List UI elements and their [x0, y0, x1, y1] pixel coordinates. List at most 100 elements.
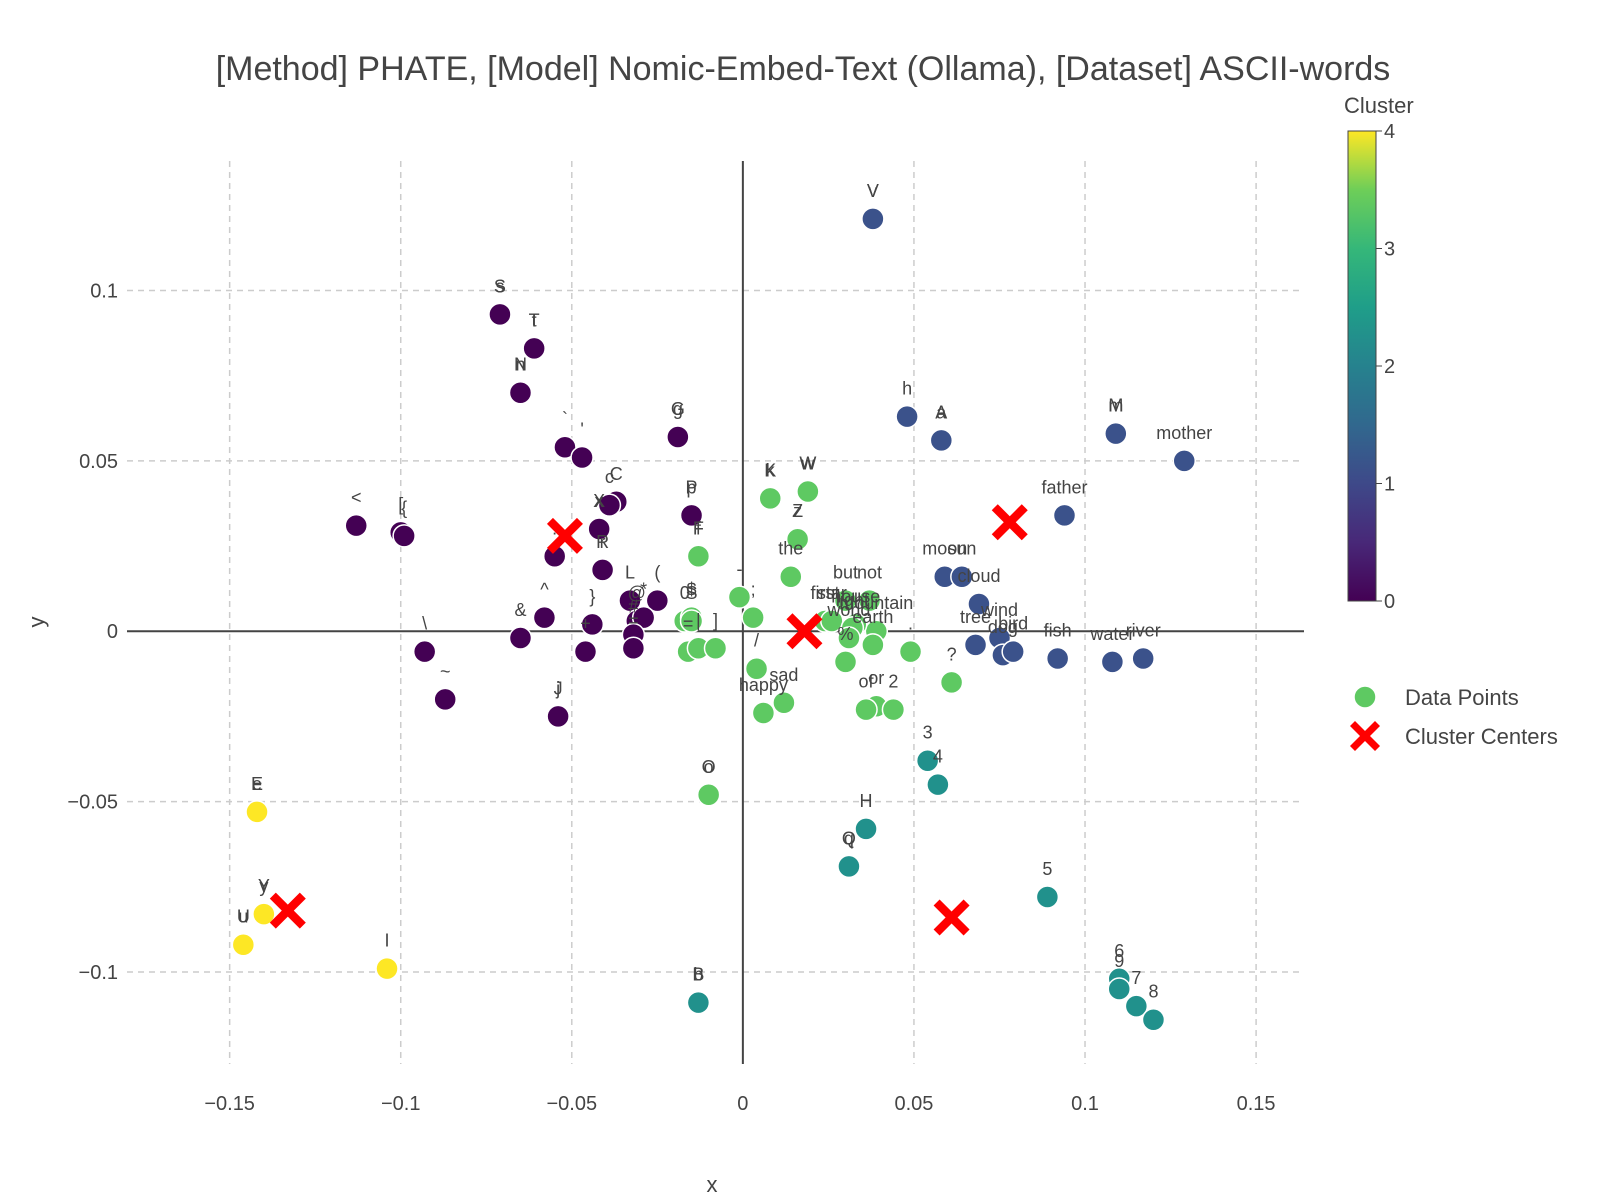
- data-point[interactable]: [1104, 421, 1128, 446]
- data-point[interactable]: [645, 588, 670, 613]
- point-label: *: [640, 580, 647, 600]
- data-point[interactable]: [926, 772, 950, 797]
- data-point[interactable]: [580, 612, 605, 637]
- data-point[interactable]: [1172, 449, 1196, 473]
- data-point[interactable]: [837, 854, 861, 879]
- data-point[interactable]: [679, 609, 704, 633]
- data-point[interactable]: [546, 704, 570, 729]
- data-point[interactable]: [508, 626, 533, 650]
- x-tick-labels: −0.15 −0.1 −0.05 0 0.05 0.1 0.15: [204, 1093, 1275, 1115]
- data-point[interactable]: [950, 564, 974, 589]
- point-label: e: [252, 774, 262, 794]
- data-point[interactable]: [231, 932, 256, 957]
- cluster-centers: [269, 504, 1028, 936]
- data-point[interactable]: [741, 605, 765, 630]
- data-point[interactable]: [631, 605, 656, 630]
- point-label: ^: [540, 580, 549, 600]
- data-point[interactable]: [963, 633, 988, 657]
- data-point[interactable]: [679, 503, 704, 528]
- data-point[interactable]: [833, 650, 858, 674]
- data-point[interactable]: [833, 588, 858, 613]
- data-point[interactable]: [666, 425, 690, 449]
- data-point[interactable]: [686, 544, 711, 569]
- cluster-center-marker[interactable]: [786, 613, 823, 650]
- data-point[interactable]: [772, 691, 796, 715]
- data-point[interactable]: [861, 207, 885, 231]
- data-point[interactable]: [837, 626, 861, 650]
- legend-item-cluster-centers[interactable]: Cluster Centers: [1350, 721, 1558, 751]
- data-point[interactable]: [245, 800, 269, 824]
- point-label: Z: [792, 501, 803, 521]
- data-point[interactable]: [881, 697, 906, 722]
- colorbar-tick-label: 3: [1384, 239, 1395, 261]
- x-axis-title: x: [707, 1172, 718, 1197]
- data-point[interactable]: [508, 380, 533, 405]
- data-point[interactable]: [375, 956, 399, 981]
- data-point[interactable]: [621, 636, 646, 661]
- point-label: u: [238, 907, 248, 927]
- data-point[interactable]: [597, 493, 622, 517]
- data-point[interactable]: [433, 687, 457, 712]
- data-point[interactable]: [590, 558, 615, 582]
- data-point[interactable]: [553, 435, 577, 459]
- point-label: tree: [960, 607, 991, 627]
- data-point[interactable]: [573, 639, 598, 664]
- data-point[interactable]: [696, 783, 721, 807]
- data-point[interactable]: [779, 564, 803, 589]
- cluster-center-marker[interactable]: [269, 892, 306, 929]
- data-point[interactable]: [392, 524, 416, 548]
- legend-item-data-points[interactable]: Data Points: [1353, 685, 1519, 710]
- data-point[interactable]: [1107, 977, 1131, 1001]
- data-point[interactable]: [929, 428, 954, 453]
- data-point[interactable]: [751, 701, 776, 725]
- point-label: =: [628, 610, 639, 630]
- data-point[interactable]: [412, 639, 437, 664]
- data-point[interactable]: [796, 479, 820, 504]
- data-point[interactable]: [1001, 639, 1025, 664]
- data-point[interactable]: [939, 670, 964, 695]
- point-label: O: [702, 757, 716, 777]
- data-point[interactable]: [1052, 503, 1077, 528]
- point-label: W: [799, 454, 816, 474]
- point-label: 6: [1114, 941, 1124, 961]
- data-point[interactable]: [587, 517, 611, 541]
- cluster-center-marker[interactable]: [546, 517, 583, 554]
- data-point[interactable]: [915, 748, 940, 773]
- data-point[interactable]: [703, 636, 728, 661]
- data-point[interactable]: [967, 592, 991, 616]
- point-label: 4: [933, 747, 943, 767]
- data-point[interactable]: [758, 486, 782, 511]
- data-point[interactable]: [857, 588, 882, 613]
- data-point[interactable]: [854, 697, 878, 722]
- data-point[interactable]: [686, 990, 711, 1015]
- data-point[interactable]: [522, 336, 546, 361]
- point-label: of: [859, 672, 875, 692]
- point-label: B: [692, 965, 704, 985]
- data-point[interactable]: [854, 817, 878, 841]
- x-tick-label: 0.05: [894, 1093, 933, 1115]
- data-point[interactable]: [895, 404, 919, 429]
- data-point[interactable]: [727, 585, 752, 609]
- data-point[interactable]: [785, 527, 810, 551]
- data-point[interactable]: [1035, 885, 1060, 909]
- data-point[interactable]: [1045, 646, 1070, 671]
- point-label: L: [625, 563, 635, 583]
- data-point[interactable]: [1100, 650, 1125, 674]
- point-label: ;: [751, 580, 756, 600]
- cluster-center-marker[interactable]: [933, 899, 970, 936]
- data-point[interactable]: [744, 656, 769, 681]
- point-label: dog: [988, 617, 1018, 637]
- cluster-center-marker[interactable]: [991, 504, 1028, 541]
- data-point[interactable]: [344, 513, 368, 538]
- point-label: {: [401, 498, 407, 518]
- data-point[interactable]: [1131, 646, 1155, 671]
- data-point[interactable]: [488, 302, 512, 327]
- data-point[interactable]: [1141, 1007, 1166, 1032]
- data-point[interactable]: [532, 605, 557, 630]
- data-point[interactable]: [570, 445, 594, 470]
- data-point[interactable]: [1124, 994, 1149, 1018]
- data-point[interactable]: [252, 902, 276, 926]
- data-point[interactable]: [898, 639, 923, 664]
- data-point[interactable]: [861, 633, 885, 657]
